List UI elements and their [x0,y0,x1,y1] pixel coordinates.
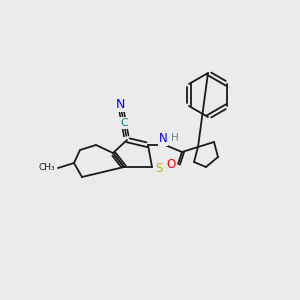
Text: N: N [116,98,125,111]
Text: C: C [120,118,128,128]
Text: CH₃: CH₃ [38,164,55,172]
Text: H: H [171,133,179,143]
Text: N: N [159,133,167,146]
Text: S: S [155,163,163,176]
Text: O: O [167,158,176,172]
